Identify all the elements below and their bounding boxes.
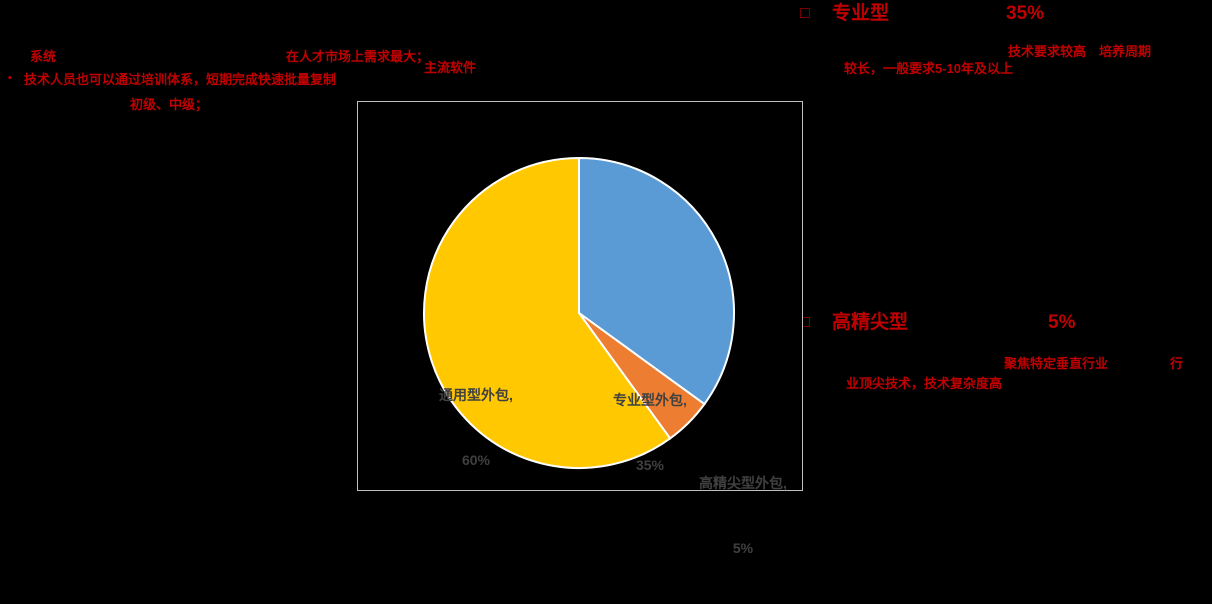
annotation-bottom-right: □ 高精尖型 5% 聚焦特定垂直行业 行 业顶尖技术，技术复杂度高 xyxy=(796,305,1212,405)
pie-label-general-name: 通用型外包, xyxy=(439,387,513,404)
pie-label-professional-value: 35% xyxy=(635,457,665,474)
annotation-professional-desc-line1: 技术要求较高 培养周期 xyxy=(1008,44,1152,59)
annotation-professional-value: 35% xyxy=(1006,3,1045,24)
pie-label-general: 通用型外包, 60% xyxy=(416,342,536,516)
annotation-top-left-line4: 技术人员也可以通过培训体系，短期完成快速批量复制 xyxy=(24,72,337,87)
annotation-top-left-line1: 系统 xyxy=(30,49,57,64)
annotation-professional-desc-line2: 较长，一般要求5-10年及以上 xyxy=(844,61,1014,76)
pie-label-highend-name: 高精尖型外包, xyxy=(699,475,787,492)
annotation-highend-title: 高精尖型 xyxy=(832,312,909,333)
pie-slice-3[interactable] xyxy=(423,156,672,469)
bullet-square-icon: ▪ xyxy=(8,72,12,84)
pie-chart-svg[interactable] xyxy=(358,102,804,492)
annotation-top-left-line2: 主流软件 xyxy=(424,60,477,75)
annotation-highend-value: 5% xyxy=(1048,312,1076,333)
pie-slice-1[interactable] xyxy=(578,156,735,406)
annotation-top-right: □ 专业型 35% 技术要求较高 培养周期 较长，一般要求5-10年及以上 xyxy=(796,0,1212,90)
pie-label-highend: 高精尖型外包, 5% xyxy=(678,430,808,604)
pie-label-highend-value: 5% xyxy=(732,540,754,557)
annotation-highend-desc-line1: 聚焦特定垂直行业 xyxy=(1004,356,1109,371)
pie-label-professional: 专业型外包, 35% xyxy=(590,347,710,521)
pie-label-professional-name: 专业型外包, xyxy=(613,392,687,409)
bullet-square-icon-highend: □ xyxy=(800,314,810,331)
annotation-top-left: 主流软件 系统 在人才市场上需求最大； ▪ 技术人员也可以通过培训体系，短期完成… xyxy=(0,28,560,128)
pie-label-general-value: 60% xyxy=(461,452,491,469)
annotation-highend-desc-line1b: 行 xyxy=(1170,356,1184,371)
pie-slices[interactable] xyxy=(423,156,735,469)
annotation-top-left-line3: 在人才市场上需求最大； xyxy=(286,49,430,64)
pie-chart-frame[interactable]: 专业型外包, 35% 通用型外包, 60% 高精尖型外包, 5% xyxy=(357,101,804,556)
annotation-top-left-line5: 初级、中级； xyxy=(130,97,209,112)
bullet-square-icon-professional: □ xyxy=(800,5,810,22)
annotation-professional-title: 专业型 xyxy=(832,3,890,24)
annotation-highend-desc-line2: 业顶尖技术，技术复杂度高 xyxy=(846,376,1003,391)
